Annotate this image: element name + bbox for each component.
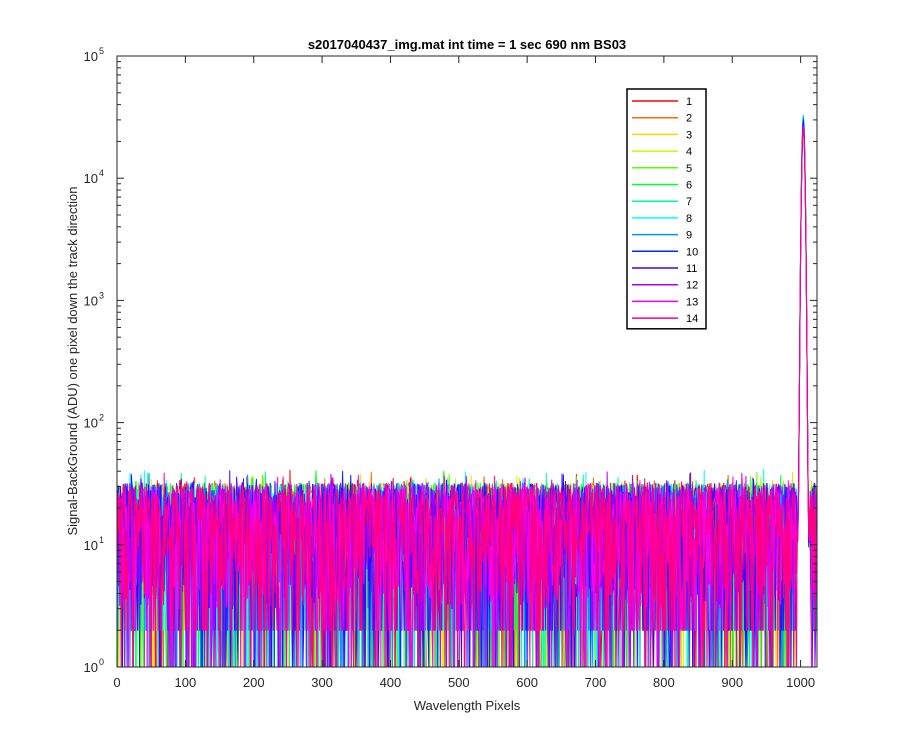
y-tick-label: 10 xyxy=(84,49,98,64)
y-tick-label: 10 xyxy=(84,171,98,186)
legend-label: 5 xyxy=(686,163,692,175)
series-group xyxy=(117,114,817,667)
x-tick-label: 700 xyxy=(585,675,607,690)
series-line-14 xyxy=(117,129,817,667)
plot-frame xyxy=(116,55,818,668)
legend-label: 3 xyxy=(686,129,692,141)
x-tick-label: 900 xyxy=(721,675,743,690)
y-tick-label: 10 xyxy=(84,293,98,308)
legend-label: 14 xyxy=(686,313,698,325)
x-axis-label: Wavelength Pixels xyxy=(414,698,521,713)
legend-label: 11 xyxy=(686,263,697,275)
x-tick-label: 300 xyxy=(311,675,333,690)
x-tick-label: 800 xyxy=(653,675,675,690)
legend-label: 2 xyxy=(686,113,692,125)
y-tick-exponent: 0 xyxy=(99,657,104,667)
x-tick-label: 400 xyxy=(380,675,402,690)
x-tick-label: 600 xyxy=(516,675,538,690)
legend-label: 4 xyxy=(686,146,692,158)
y-tick-exponent: 1 xyxy=(99,535,104,545)
y-tick-label: 10 xyxy=(84,538,98,553)
chart-title: s2017040437_img.mat int time = 1 sec 690… xyxy=(308,37,626,52)
legend-label: 10 xyxy=(686,246,698,258)
y-tick-exponent: 2 xyxy=(99,413,104,423)
legend-label: 1 xyxy=(686,96,692,108)
legend-label: 6 xyxy=(686,180,692,192)
y-tick-label: 10 xyxy=(84,660,98,675)
y-tick-label: 10 xyxy=(84,416,98,431)
legend-label: 13 xyxy=(686,296,698,308)
legend-label: 7 xyxy=(686,196,692,208)
legend-label: 8 xyxy=(686,213,692,225)
y-axis-label: Signal-BackGround (ADU) one pixel down t… xyxy=(65,186,80,535)
x-tick-label: 0 xyxy=(113,675,120,690)
y-tick-exponent: 4 xyxy=(99,168,104,178)
x-tick-label: 200 xyxy=(243,675,265,690)
legend-box xyxy=(626,88,707,330)
x-tick-label: 100 xyxy=(175,675,197,690)
y-tick-exponent: 5 xyxy=(99,46,104,56)
y-tick-exponent: 3 xyxy=(99,290,104,300)
x-tick-label: 1000 xyxy=(786,675,815,690)
legend-label: 9 xyxy=(686,230,692,242)
legend-label: 12 xyxy=(686,280,698,292)
x-tick-label: 500 xyxy=(448,675,470,690)
